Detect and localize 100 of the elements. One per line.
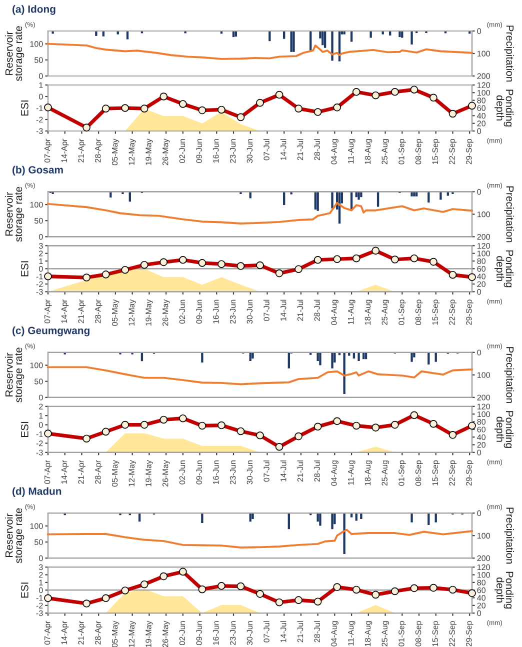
x-tick-label: 18-Aug bbox=[364, 621, 372, 646]
y2-tick-label: 200 bbox=[477, 394, 490, 400]
x-tick-label: 16-Jun bbox=[213, 460, 219, 484]
chart-title: (d) Madun bbox=[12, 487, 62, 497]
y-tick-label: -1 bbox=[36, 431, 43, 437]
x-tick-label: 18-Aug bbox=[364, 460, 372, 486]
y-tick-label: 0 bbox=[38, 555, 43, 562]
x-tick-label: 07-Apr bbox=[44, 460, 52, 484]
x-tick-label: 21-Apr bbox=[78, 620, 86, 645]
x-tick-label: 28-Jul bbox=[314, 300, 320, 321]
x-tick-label: 19-May bbox=[146, 299, 153, 326]
x-tick-label: 18-Aug bbox=[364, 300, 372, 325]
y2-tick-label: 0 bbox=[477, 350, 482, 356]
y2-tick-label: 0 bbox=[477, 128, 482, 134]
x-tick-label: 25-Aug bbox=[382, 621, 390, 646]
x-tick-label: 01-Sep bbox=[398, 300, 406, 325]
x-tick-label: 04-Aug bbox=[331, 300, 338, 325]
x-tick-label: 05-May bbox=[112, 460, 120, 487]
y-tick-label: -2 bbox=[36, 440, 43, 446]
y-axis-title: Reservoir storage rate bbox=[5, 186, 24, 242]
x-tick-label: 21-Apr bbox=[78, 299, 86, 324]
x-tick-label: 09-Jun bbox=[196, 139, 202, 163]
y-tick-label: 0 bbox=[38, 73, 43, 79]
x-tick-label: 21-Jul bbox=[297, 460, 304, 482]
y-tick-label: 0 bbox=[38, 234, 43, 240]
x-tick-label: 26-May bbox=[162, 299, 170, 326]
x-tick-label: 07-Jul bbox=[263, 460, 270, 482]
y2-tick-label: 100 bbox=[477, 50, 490, 56]
x-tick-label: 25-Aug bbox=[382, 460, 390, 486]
x-tick-label: 12-May bbox=[128, 299, 136, 326]
x-tick-label: 07-Apr bbox=[44, 138, 52, 162]
y-tick-label: 50 bbox=[34, 539, 43, 546]
x-tick-label: 09-Jun bbox=[196, 460, 202, 484]
y-axis-title: ESI bbox=[20, 261, 28, 276]
x-tick-label: 11-Aug bbox=[348, 139, 356, 164]
x-tick-label: 19-May bbox=[146, 620, 153, 647]
y2-tick-label: 100 bbox=[477, 250, 490, 256]
x-tick-label: 05-May bbox=[112, 299, 120, 326]
y2-tick-label: 40 bbox=[477, 434, 486, 440]
x-tick-label: 12-May bbox=[128, 620, 136, 647]
x-tick-label: 30-Jun bbox=[246, 460, 253, 484]
x-tick-label: 26-May bbox=[162, 460, 170, 486]
y2-tick-label: 20 bbox=[477, 120, 486, 126]
y-tick-label: 100 bbox=[30, 41, 43, 47]
x-tick-label: 16-Jun bbox=[213, 621, 219, 645]
y2-tick-label: 40 bbox=[477, 112, 486, 119]
x-tick-label: 29-Sep bbox=[466, 138, 474, 164]
x-tick-label: 16-Jun bbox=[213, 300, 219, 324]
y-tick-label: 0 bbox=[38, 394, 43, 400]
y-tick-label: -3 bbox=[36, 610, 43, 616]
y-tick-label: 50 bbox=[34, 57, 43, 63]
y2-tick-label: 100 bbox=[477, 572, 490, 578]
y2-tick-label: 0 bbox=[477, 450, 482, 456]
y2-tick-label: 60 bbox=[477, 426, 486, 432]
y2-tick-label: 80 bbox=[477, 98, 486, 104]
y2-axis-title: Precipitation bbox=[504, 26, 514, 82]
x-tick-label: 21-Jul bbox=[297, 621, 304, 642]
y2-tick-label: 20 bbox=[477, 281, 486, 288]
x-tick-label: 11-Aug bbox=[348, 460, 356, 485]
x-tick-label: 14-Jul bbox=[280, 621, 286, 642]
y2-tick-label: 40 bbox=[477, 595, 486, 601]
x-tick-label: 30-Jun bbox=[246, 139, 253, 163]
x-tick-label: 02-Jun bbox=[179, 460, 186, 484]
y-axis-title: ESI bbox=[20, 100, 28, 116]
x-tick-label: 23-Jun bbox=[230, 300, 236, 324]
y-tick-label: 1 bbox=[39, 258, 43, 264]
x-tick-label: 29-Sep bbox=[466, 621, 474, 646]
chart-title: (c) Geumgwang bbox=[12, 326, 90, 336]
y-tick-label: 50 bbox=[34, 378, 43, 384]
x-tick-label: 04-Aug bbox=[331, 621, 338, 646]
x-tick-label: 08-Sep bbox=[415, 621, 423, 646]
x-tick-label: 28-Apr bbox=[95, 460, 102, 484]
x-tick-label: 22-Sep bbox=[449, 300, 456, 325]
y2-tick-label: 40 bbox=[477, 274, 486, 280]
x-tick-label: 14-Jul bbox=[280, 139, 286, 160]
y2-tick-label: 120 bbox=[477, 404, 490, 410]
y2-tick-label: 120 bbox=[477, 82, 490, 88]
x-tick-label: 26-May bbox=[162, 620, 170, 647]
y-axis-title: ESI bbox=[20, 422, 28, 437]
x-tick-label: 15-Sep bbox=[432, 138, 440, 164]
y-tick-label: 100 bbox=[30, 523, 43, 529]
y-tick-label: -2 bbox=[36, 116, 43, 122]
x-tick-label: 22-Sep bbox=[449, 138, 456, 164]
y2-tick-label: 200 bbox=[477, 73, 490, 79]
y2-axis-title: Ponding depth bbox=[494, 90, 514, 126]
x-tick-label: 15-Sep bbox=[432, 621, 440, 646]
y-tick-label: -2 bbox=[36, 602, 43, 608]
y2-tick-label: 100 bbox=[477, 532, 490, 539]
y2-tick-label: 20 bbox=[477, 442, 486, 448]
y-tick-label: -1 bbox=[36, 274, 43, 280]
x-tick-label: 08-Sep bbox=[415, 300, 423, 325]
x-tick-label: 05-May bbox=[112, 138, 120, 166]
y-tick-label: -1 bbox=[36, 105, 43, 111]
x-tick-label: 18-Aug bbox=[364, 139, 372, 164]
y-tick-label: 0 bbox=[38, 422, 43, 428]
y2-axis-title: Ponding depth bbox=[494, 250, 514, 288]
x-tick-label: 30-Jun bbox=[246, 621, 253, 646]
x-tick-label: 19-May bbox=[146, 460, 153, 486]
y2-tick-label: 0 bbox=[477, 288, 482, 295]
x-tick-label: 14-Apr bbox=[61, 620, 69, 644]
